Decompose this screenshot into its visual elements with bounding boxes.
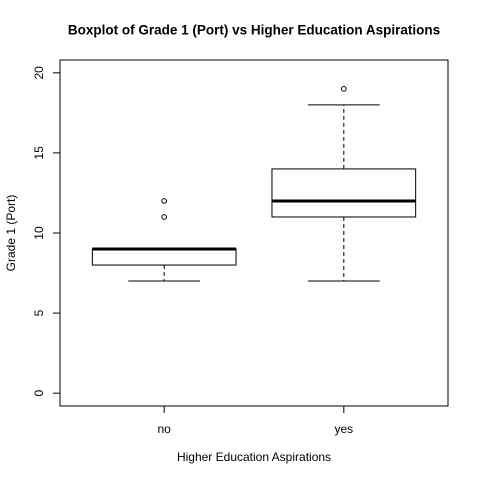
outlier — [161, 214, 167, 220]
chart-title: Boxplot of Grade 1 (Port) vs Higher Educ… — [68, 23, 440, 38]
y-tick-label: 20 — [32, 66, 46, 80]
outlier — [161, 198, 167, 204]
y-tick-label: 15 — [32, 146, 46, 160]
box — [91, 248, 237, 266]
y-axis-label: Grade 1 (Port) — [4, 195, 18, 272]
box — [271, 168, 417, 218]
y-tick-label: 10 — [32, 226, 46, 240]
outlier — [341, 86, 347, 92]
y-tick-label: 5 — [32, 309, 46, 316]
x-tick-label: yes — [334, 422, 353, 436]
x-tick-label: no — [158, 422, 172, 436]
x-axis-label: Higher Education Aspirations — [177, 450, 331, 464]
y-tick-label: 0 — [32, 390, 46, 397]
